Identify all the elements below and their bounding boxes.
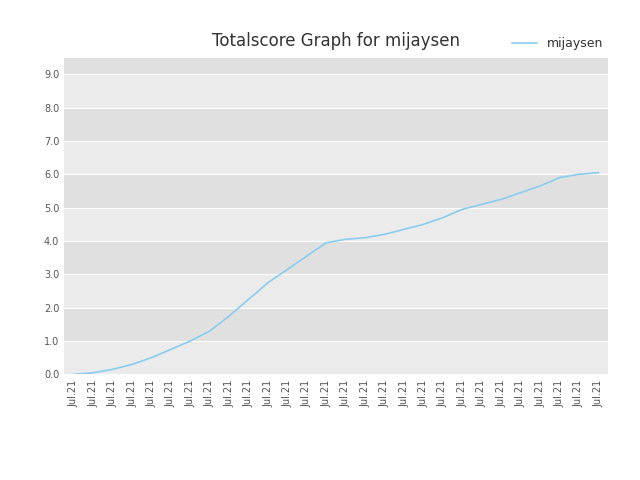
Bar xyxy=(64,58,608,74)
mijaysen xyxy=(595,170,602,176)
mijaysen xyxy=(148,355,156,360)
mijaysen xyxy=(497,196,505,202)
mijaysen xyxy=(90,370,97,376)
Bar xyxy=(64,208,608,241)
mijaysen xyxy=(284,266,291,272)
Title: Totalscore Graph for mijaysen: Totalscore Graph for mijaysen xyxy=(212,33,460,50)
Legend: mijaysen: mijaysen xyxy=(507,32,608,55)
mijaysen xyxy=(381,231,388,237)
mijaysen xyxy=(478,202,486,207)
mijaysen xyxy=(206,328,214,334)
mijaysen xyxy=(128,361,136,367)
Bar xyxy=(64,141,608,174)
mijaysen xyxy=(186,338,194,344)
Bar xyxy=(64,275,608,308)
mijaysen xyxy=(225,313,233,319)
mijaysen xyxy=(70,372,77,377)
Bar xyxy=(64,308,608,341)
mijaysen xyxy=(516,190,524,195)
Bar xyxy=(64,174,608,208)
mijaysen xyxy=(458,206,466,212)
mijaysen xyxy=(264,280,272,286)
mijaysen xyxy=(362,235,369,240)
mijaysen xyxy=(420,221,428,227)
mijaysen xyxy=(400,227,408,232)
Bar xyxy=(64,74,608,108)
mijaysen xyxy=(342,237,349,242)
mijaysen xyxy=(439,215,447,220)
mijaysen xyxy=(556,175,563,180)
mijaysen xyxy=(303,253,310,259)
mijaysen xyxy=(323,240,330,246)
mijaysen xyxy=(167,347,175,352)
mijaysen xyxy=(244,297,252,302)
mijaysen xyxy=(536,183,544,189)
mijaysen xyxy=(109,367,116,372)
Bar xyxy=(64,241,608,275)
Bar xyxy=(64,341,608,374)
Bar xyxy=(64,108,608,141)
mijaysen xyxy=(575,171,582,177)
Line: mijaysen: mijaysen xyxy=(74,173,598,374)
